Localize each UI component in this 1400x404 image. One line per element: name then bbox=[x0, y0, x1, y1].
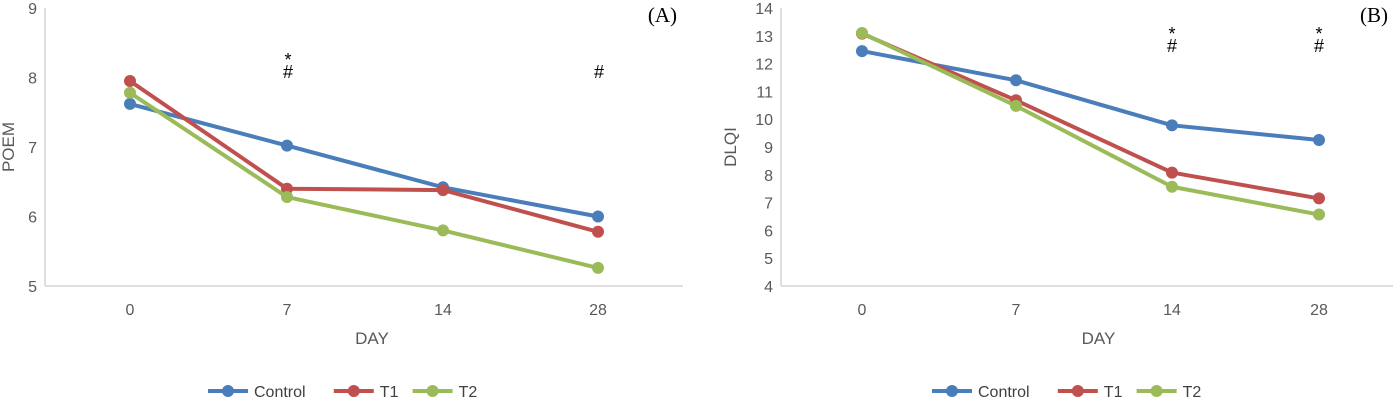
y-tick-label: 8 bbox=[28, 71, 37, 88]
y-tick-label: 12 bbox=[755, 57, 773, 74]
data-point-t2 bbox=[592, 261, 604, 274]
y-tick-label: 7 bbox=[764, 196, 773, 213]
x-tick-label: 14 bbox=[1163, 302, 1181, 319]
y-tick-label: 4 bbox=[764, 279, 773, 296]
x-tick-label: 7 bbox=[283, 302, 292, 319]
data-point-t1 bbox=[281, 182, 293, 195]
series-line-t2 bbox=[860, 31, 1321, 217]
series-line-t2 bbox=[128, 90, 600, 270]
legend-swatch-marker bbox=[347, 385, 360, 397]
significance-hash: # bbox=[283, 62, 293, 82]
legend-label: Control bbox=[978, 384, 1030, 401]
y-axis-title: POEM bbox=[0, 122, 18, 172]
data-point-control bbox=[1010, 74, 1022, 87]
x-tick-label: 0 bbox=[126, 302, 135, 319]
data-point-control bbox=[1166, 119, 1178, 132]
data-point-t1 bbox=[1313, 192, 1325, 205]
data-point-t2 bbox=[1010, 99, 1022, 112]
significance-star: * bbox=[1315, 24, 1322, 44]
legend-swatch-marker bbox=[426, 385, 439, 397]
legend-swatch-marker bbox=[1150, 385, 1163, 397]
data-point-t2 bbox=[1166, 180, 1178, 193]
data-point-t2 bbox=[1313, 208, 1325, 221]
series-line-control bbox=[128, 101, 600, 219]
data-point-t1 bbox=[124, 74, 136, 87]
data-point-t2 bbox=[281, 191, 293, 204]
y-tick-label: 6 bbox=[28, 210, 37, 227]
series-line-t1 bbox=[860, 31, 1321, 201]
x-axis-title: DAY bbox=[1082, 329, 1116, 348]
y-tick-label: 9 bbox=[764, 140, 773, 157]
data-point-t1 bbox=[437, 184, 449, 197]
y-axis-title: DLQI bbox=[721, 127, 740, 167]
y-tick-label: 7 bbox=[28, 140, 37, 157]
data-point-t2 bbox=[856, 27, 868, 40]
significance-star: * bbox=[1168, 24, 1175, 44]
legend: Control T1 T2 bbox=[208, 384, 477, 401]
data-point-control bbox=[1313, 134, 1325, 147]
y-tick-label: 9 bbox=[28, 1, 37, 18]
data-point-control bbox=[281, 139, 293, 152]
significance-hash: # bbox=[594, 62, 604, 82]
y-tick-label: 11 bbox=[756, 84, 773, 101]
panel-label: (B) bbox=[1360, 3, 1388, 27]
significance-hash: # bbox=[1167, 36, 1177, 56]
y-tick-label: 14 bbox=[755, 1, 773, 18]
x-axis-title: DAY bbox=[355, 329, 389, 348]
x-tick-label: 28 bbox=[589, 302, 607, 319]
data-point-control bbox=[856, 45, 868, 58]
significance-hash: # bbox=[1314, 36, 1324, 56]
data-point-t1 bbox=[1166, 166, 1178, 179]
x-tick-label: 14 bbox=[434, 302, 452, 319]
data-point-t2 bbox=[437, 224, 449, 237]
x-tick-label: 0 bbox=[858, 302, 867, 319]
y-tick-label: 5 bbox=[28, 279, 37, 296]
legend-swatch-marker bbox=[1071, 385, 1084, 397]
data-point-control bbox=[124, 97, 136, 110]
legend-label: T1 bbox=[380, 384, 399, 401]
x-tick-label: 7 bbox=[1012, 302, 1021, 319]
panel-label: (A) bbox=[648, 3, 677, 27]
legend: Control T1 T2 bbox=[932, 384, 1201, 401]
legend-label: Control bbox=[254, 384, 306, 401]
legend-swatch-marker bbox=[946, 385, 958, 397]
y-tick-label: 6 bbox=[764, 223, 773, 240]
legend-label: T2 bbox=[1183, 384, 1202, 401]
data-point-t2 bbox=[124, 86, 136, 99]
significance-star: * bbox=[284, 50, 291, 70]
legend-swatch-marker bbox=[222, 385, 234, 397]
legend-label: T2 bbox=[459, 384, 478, 401]
legend-label: T1 bbox=[1104, 384, 1123, 401]
y-tick-label: 13 bbox=[755, 29, 773, 46]
series-line-t1 bbox=[128, 78, 600, 234]
x-tick-label: 28 bbox=[1310, 302, 1328, 319]
y-tick-label: 5 bbox=[764, 251, 773, 268]
data-point-control bbox=[592, 210, 604, 223]
y-tick-label: 10 bbox=[755, 112, 773, 129]
data-point-t1 bbox=[592, 225, 604, 238]
y-tick-label: 8 bbox=[764, 168, 773, 185]
